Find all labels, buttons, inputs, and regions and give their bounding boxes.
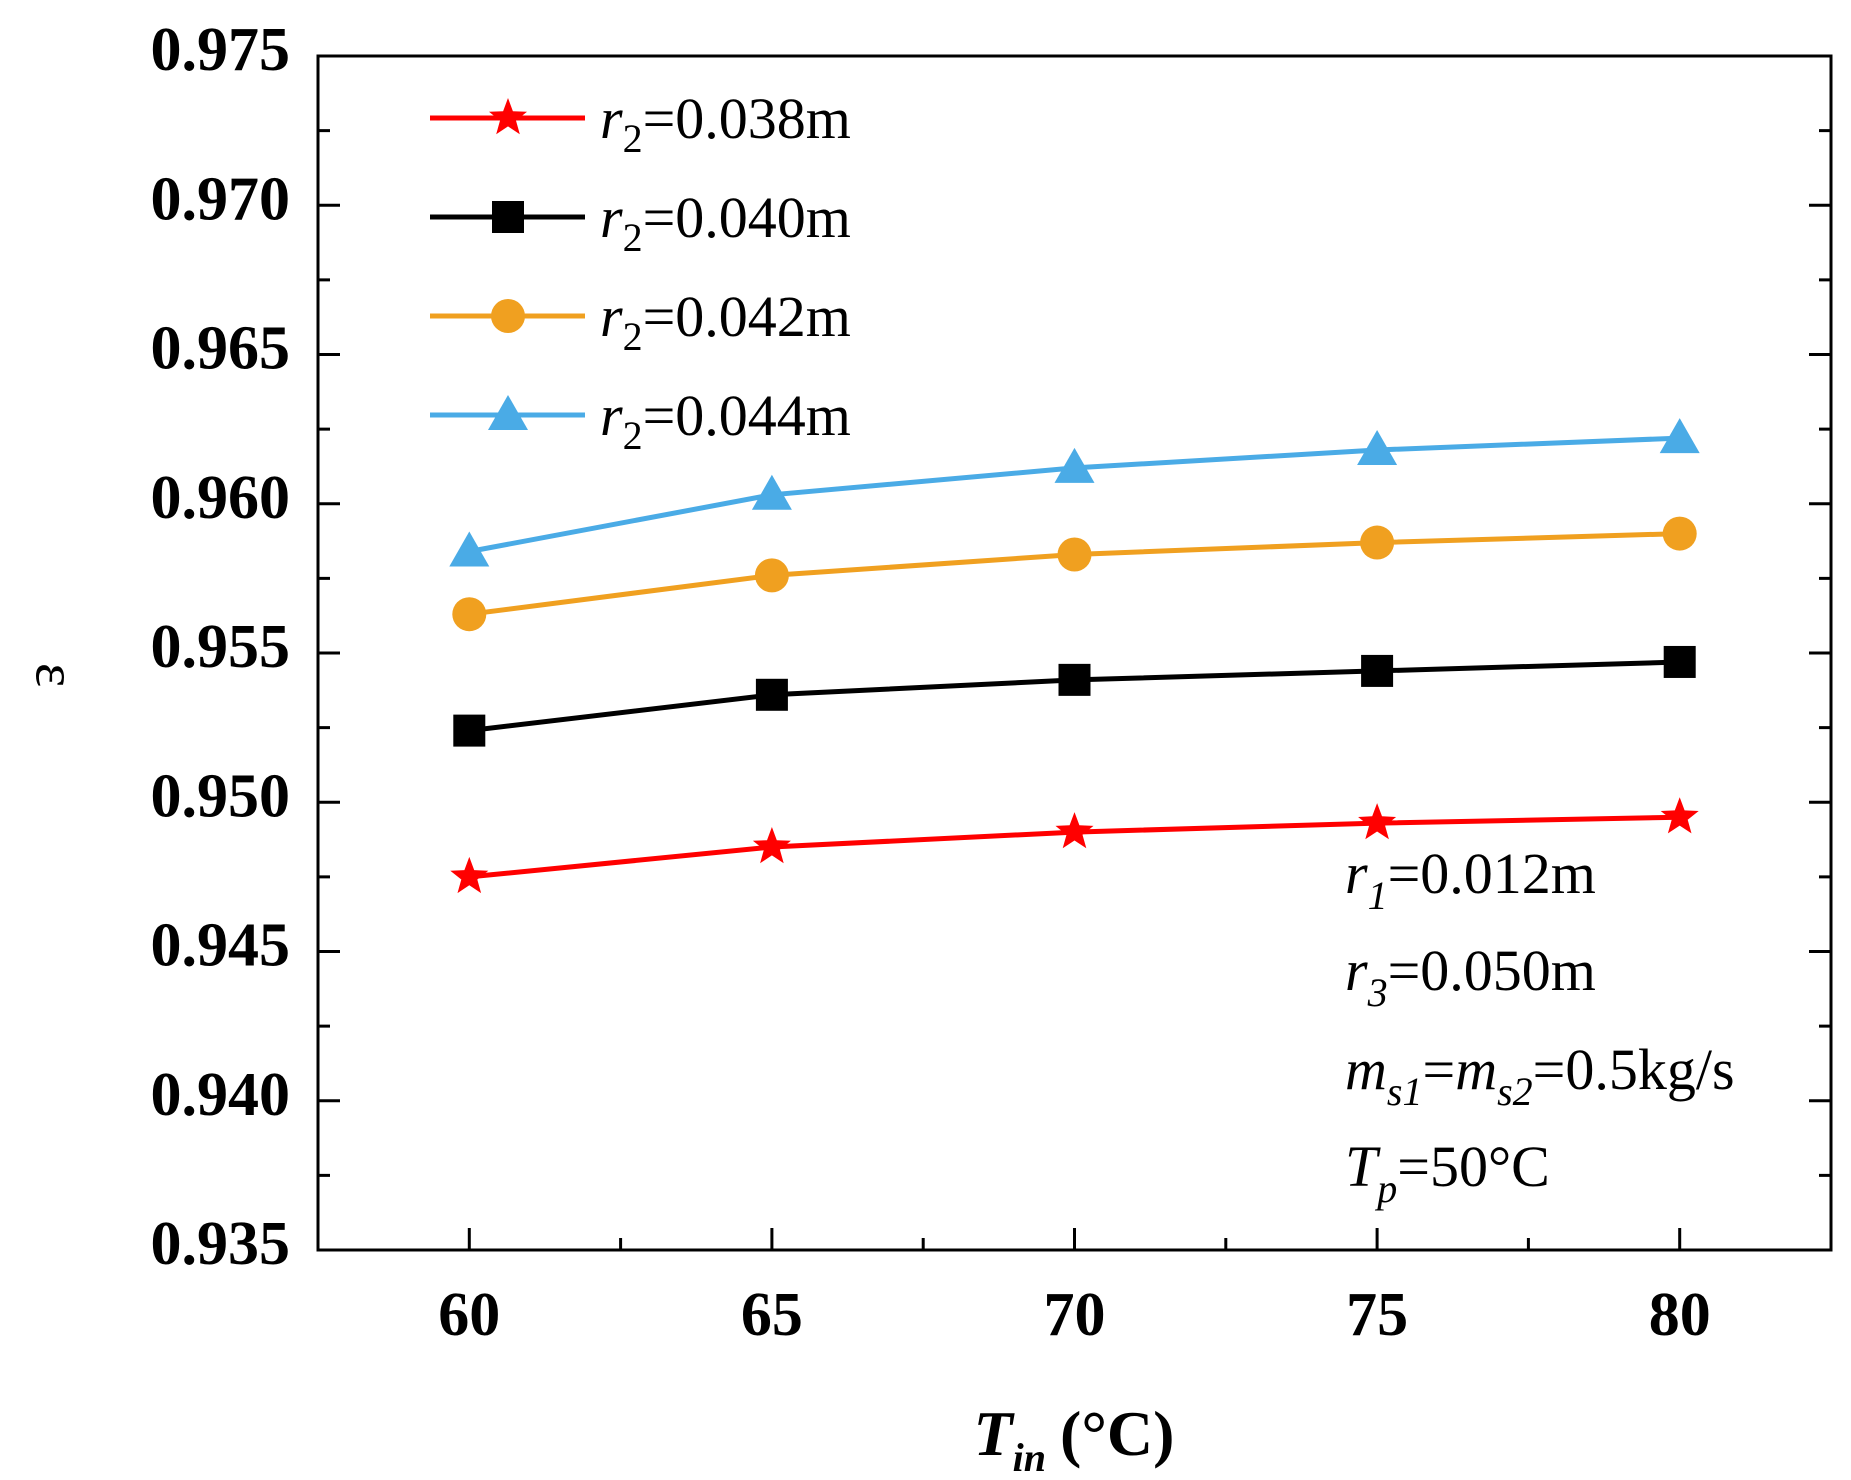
data-point — [450, 856, 489, 894]
legend-label-rest: =0.038m — [643, 86, 851, 151]
legend-marker — [489, 98, 527, 135]
legend-label-rest: =0.044m — [643, 383, 851, 448]
legend-label-var: r — [600, 185, 623, 250]
data-point — [1057, 537, 1092, 572]
axis-ticks — [316, 54, 1833, 1252]
legend-label: r2=0.044m — [600, 383, 851, 458]
annotation-part: =0.5kg/s — [1533, 1037, 1735, 1102]
y-tick-label: 0.945 — [151, 912, 291, 980]
x-axis-title-sub: in — [1013, 1435, 1046, 1480]
data-point — [1054, 447, 1095, 483]
legend-label-rest: =0.040m — [643, 185, 851, 250]
y-tick-label: 0.960 — [151, 464, 291, 532]
data-point — [453, 714, 486, 747]
y-axis-title: ε — [24, 663, 89, 687]
legend-label: r2=0.040m — [600, 185, 851, 260]
x-tick-labels: 60 65 70 75 80 — [438, 1281, 1710, 1349]
data-point — [1663, 645, 1696, 678]
legend-marker — [491, 299, 525, 333]
annotation-part: = — [1422, 1037, 1455, 1102]
data-point — [1361, 654, 1394, 687]
annotation-part: =0.050m — [1388, 938, 1596, 1003]
y-tick-label: 0.965 — [151, 315, 291, 383]
annotation-part: m — [1455, 1037, 1497, 1102]
data-point — [751, 474, 792, 510]
y-tick-label: 0.950 — [151, 762, 291, 830]
y-tick-label: 0.935 — [151, 1210, 291, 1278]
y-tick-label: 0.970 — [151, 165, 291, 233]
y-tick-label: 0.975 — [151, 16, 291, 84]
x-tick-label: 70 — [1044, 1281, 1106, 1349]
legend-label: r2=0.042m — [600, 284, 851, 359]
annotation-part: s2 — [1497, 1069, 1533, 1114]
annotation-part: 3 — [1367, 970, 1388, 1015]
data-point — [752, 827, 791, 864]
annotation-part: s1 — [1387, 1069, 1423, 1114]
x-tick-label: 65 — [741, 1281, 803, 1349]
legend-label: r2=0.038m — [600, 86, 851, 161]
data-point — [1055, 812, 1094, 849]
data-point — [1660, 797, 1699, 834]
legend-label-var: r — [600, 86, 623, 151]
data-point — [1358, 803, 1397, 840]
annotation-text: r1=0.012m — [1345, 841, 1596, 918]
annotation-part: m — [1345, 1037, 1387, 1102]
x-tick-label: 80 — [1649, 1281, 1711, 1349]
annotation-text: Tp=50°C — [1345, 1134, 1550, 1211]
legend-label-rest: =0.042m — [643, 284, 851, 349]
annotation-part: r — [1345, 938, 1368, 1003]
x-tick-label: 60 — [438, 1281, 500, 1349]
annotation-part: =50°C — [1397, 1134, 1550, 1199]
data-point — [754, 558, 789, 593]
annotation-text: ms1=ms2=0.5kg/s — [1345, 1037, 1735, 1114]
annotation-part: T — [1345, 1134, 1381, 1199]
x-axis-title-unit: (°C) — [1060, 1398, 1174, 1469]
legend-label-sub: 2 — [623, 215, 643, 260]
annotation-text: r3=0.050m — [1345, 938, 1596, 1015]
legend-label-var: r — [600, 284, 623, 349]
data-point — [449, 531, 490, 567]
data-point — [452, 597, 487, 632]
y-tick-label: 0.940 — [151, 1061, 291, 1129]
data-point — [1058, 663, 1091, 696]
data-point — [1662, 516, 1697, 551]
legend-label-var: r — [600, 383, 623, 448]
annotation-part: p — [1374, 1166, 1397, 1211]
y-tick-label: 0.955 — [151, 613, 291, 681]
legend-label-sub: 2 — [623, 116, 643, 161]
legend-label-sub: 2 — [623, 314, 643, 359]
y-tick-labels: 0.935 0.940 0.945 0.950 0.955 0.960 0.965 0.970… — [151, 16, 291, 1278]
annotation-part: =0.012m — [1388, 841, 1596, 906]
annotation-part: 1 — [1368, 873, 1388, 918]
series-group — [449, 418, 1700, 894]
data-point — [1357, 430, 1398, 466]
data-point — [1360, 525, 1395, 560]
annotation-part: r — [1345, 841, 1368, 906]
data-point — [1659, 418, 1700, 454]
x-axis-title: Tin (°C) — [974, 1398, 1175, 1480]
x-tick-label: 75 — [1346, 1281, 1408, 1349]
legend-marker — [488, 395, 528, 430]
x-axis-title-main: T — [974, 1398, 1016, 1469]
data-point — [755, 678, 788, 711]
legend-label-sub: 2 — [623, 413, 643, 458]
legend-marker — [492, 201, 524, 233]
